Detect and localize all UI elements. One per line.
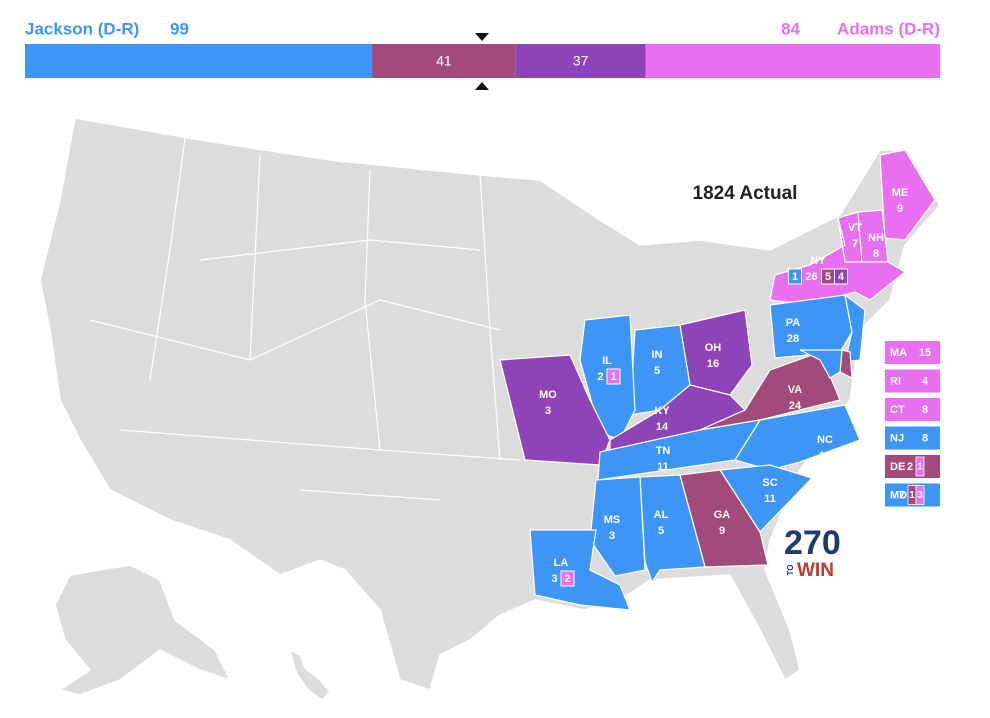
adams-votes: 84 [781, 19, 800, 38]
state-abbr: KY [654, 405, 670, 417]
state-abbr: SC [762, 477, 777, 489]
logo-small: TO [786, 565, 795, 576]
bar-segment [515, 44, 646, 78]
state-shape [597, 419, 762, 481]
state-votes: 1 [610, 371, 616, 383]
state-votes: 2 [564, 573, 570, 585]
state-shape [799, 349, 843, 379]
callout-box [885, 341, 940, 364]
state-abbr: AL [654, 509, 669, 521]
state-votes: 1 [792, 271, 798, 283]
callout-abbr: MD [890, 489, 907, 501]
segment-label: 37 [573, 53, 589, 69]
callout-votes: 8 [922, 432, 928, 444]
alaska [54, 564, 232, 696]
state-abbr: OH [705, 342, 722, 354]
state-abbr: TN [656, 445, 671, 457]
state-votes: 26 [805, 271, 817, 283]
state-votes: 5 [825, 271, 831, 283]
split-box [834, 268, 848, 285]
state-shape [844, 293, 866, 363]
callout-box [885, 426, 940, 450]
state-votes: 16 [707, 358, 719, 370]
callout-abbr: CT [890, 404, 905, 416]
state-abbr: NH [868, 232, 884, 244]
state-votes: 5 [658, 525, 664, 537]
state-votes: 9 [897, 203, 903, 215]
state-abbr: MS [604, 514, 621, 526]
jackson-name: Jackson (D-R) [25, 19, 139, 38]
callout-votes: 2 [907, 461, 913, 473]
callout-votes: 3 [917, 490, 923, 501]
state-shape [769, 294, 853, 359]
state-votes: 3 [545, 405, 551, 417]
bar-segment [25, 44, 373, 78]
callout-box [885, 369, 940, 393]
state-abbr: IL [602, 355, 612, 367]
state-votes: 7 [852, 238, 858, 250]
state-votes: 28 [787, 333, 799, 345]
split-box [788, 268, 802, 285]
midpoint-marker [475, 82, 489, 90]
logo-number: 270 [784, 524, 841, 562]
callout-box [885, 398, 940, 421]
state-votes: 11 [764, 493, 776, 505]
segment-label: 41 [436, 53, 452, 69]
callout-abbr: DE [890, 461, 905, 473]
state-abbr: LA [554, 557, 569, 569]
state-abbr: NC [817, 434, 833, 446]
state-borders [89, 137, 521, 501]
state-votes: 4 [838, 271, 845, 283]
split-box [915, 456, 925, 477]
state-abbr: NY [810, 255, 826, 267]
callout-abbr: RI [890, 375, 901, 387]
callout-abbr: NJ [890, 432, 904, 444]
split-box [606, 368, 621, 385]
state-votes: 8 [873, 248, 879, 260]
state-votes: 9 [719, 525, 725, 537]
state-abbr: GA [714, 509, 731, 521]
state-votes: 11 [657, 461, 669, 473]
callout-abbr: MA [890, 347, 907, 359]
state-votes: 24 [789, 400, 802, 412]
state-abbr: VA [788, 384, 803, 396]
callout-box [885, 455, 940, 478]
midpoint-marker [475, 33, 489, 41]
state-abbr: ME [892, 187, 909, 199]
bar-segment [645, 44, 940, 78]
state-votes: 14 [656, 421, 669, 433]
map-title: 1824 Actual [693, 183, 798, 204]
state-abbr: MO [539, 389, 557, 401]
state-votes: 5 [654, 365, 660, 377]
state-shape [769, 217, 907, 306]
callout-votes: 15 [919, 347, 931, 359]
state-abbr: VT [848, 222, 862, 234]
vote-bar: 41 37 [25, 44, 940, 78]
callout-votes: 1 [909, 490, 915, 501]
state-votes: 15 [819, 450, 831, 462]
state-votes: 2 [597, 371, 603, 383]
split-box [560, 570, 575, 587]
bar-segment [372, 44, 516, 78]
state-votes: 3 [609, 530, 615, 542]
callout-votes: 7 [899, 489, 905, 501]
hawaii [288, 648, 332, 701]
split-box [915, 485, 925, 505]
state-shape [529, 529, 631, 611]
callout-votes: 8 [922, 404, 928, 416]
logo-word: WIN [797, 560, 834, 581]
state-votes: 3 [551, 573, 557, 585]
logo: 270 TO WIN [784, 524, 841, 581]
state-abbr: PA [786, 317, 801, 329]
jackson-votes: 99 [170, 19, 189, 38]
callout-votes: 4 [922, 375, 929, 387]
adams-name: Adams (D-R) [837, 19, 940, 38]
state-abbr: IN [652, 349, 663, 361]
callout-votes: 1 [917, 462, 923, 473]
